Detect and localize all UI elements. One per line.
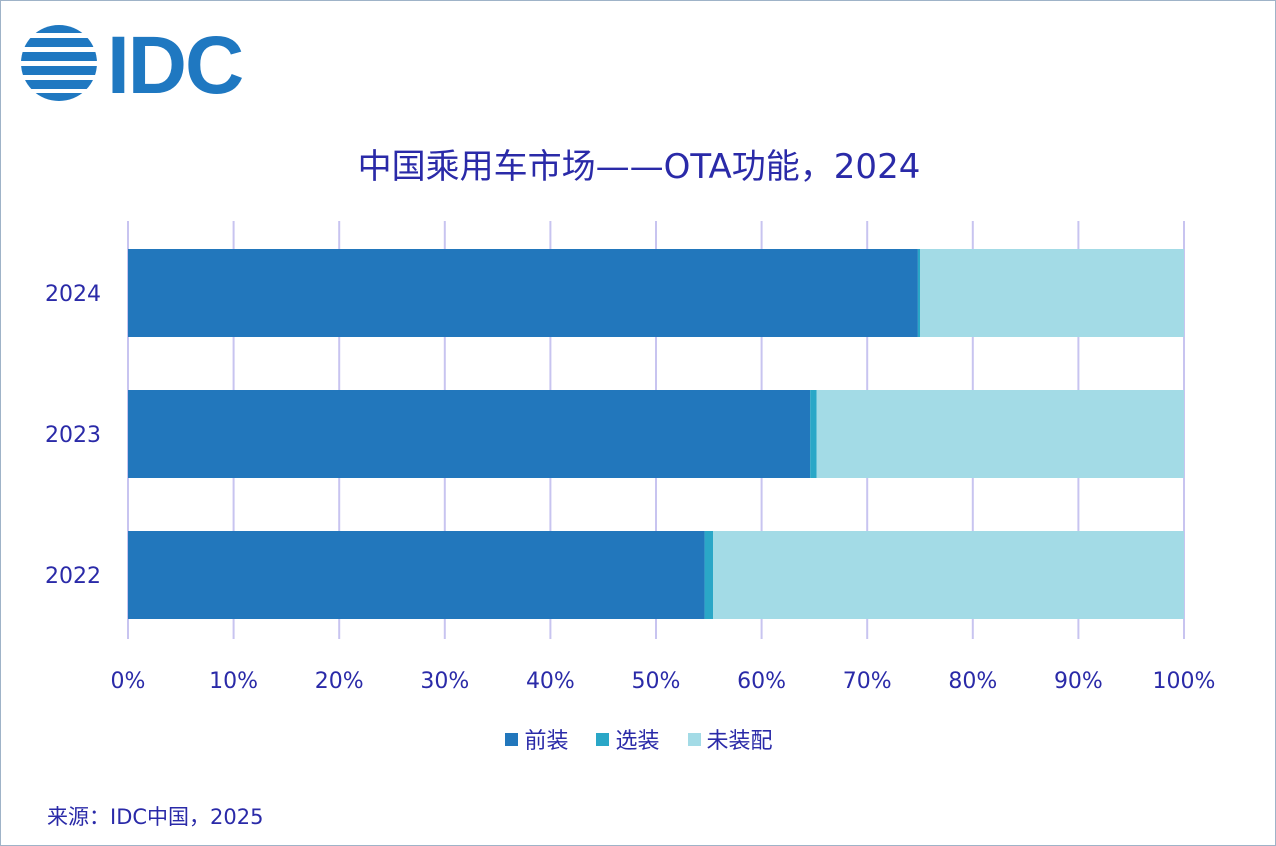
- x-tick-label: 50%: [632, 669, 681, 694]
- x-tick-label: 80%: [948, 669, 997, 694]
- legend-label: 未装配: [706, 729, 773, 754]
- x-tick-label: 30%: [420, 669, 469, 694]
- x-tick-label: 10%: [209, 669, 258, 694]
- bar-segment: [713, 531, 1184, 619]
- bar-segment: [917, 249, 920, 337]
- bar-segment: [810, 390, 817, 478]
- y-tick-label: 2024: [45, 282, 101, 307]
- legend-label: 前装: [524, 729, 569, 754]
- bar-segment: [704, 531, 714, 619]
- x-tick-label: 0%: [111, 669, 146, 694]
- y-tick-label: 2022: [45, 564, 101, 589]
- legend-swatch: [505, 732, 519, 746]
- globe-icon: [21, 25, 97, 101]
- chart-title: 中国乘用车市场——OTA功能，2024: [357, 147, 921, 187]
- legend-item: 选装: [596, 723, 660, 755]
- idc-logo: IDC: [21, 23, 244, 103]
- x-tick-label: 70%: [843, 669, 892, 694]
- x-tick-label: 40%: [526, 669, 575, 694]
- legend-swatch: [687, 732, 701, 746]
- logo-text: IDC: [107, 23, 242, 103]
- chart-legend: 前装 选装 未装配: [1, 723, 1276, 755]
- x-tick-label: 90%: [1054, 669, 1103, 694]
- x-tick-label: 60%: [737, 669, 786, 694]
- source-note: 来源：IDC中国，2025: [47, 805, 264, 829]
- legend-item: 前装: [505, 723, 568, 755]
- x-tick-label: 20%: [315, 669, 364, 694]
- legend-swatch: [596, 732, 610, 746]
- y-tick-label: 2023: [45, 423, 101, 448]
- bar-segment: [128, 390, 811, 478]
- legend-label: 选装: [615, 729, 660, 754]
- legend-item: 未装配: [687, 723, 773, 755]
- bar-segment: [128, 249, 918, 337]
- bar-segment: [816, 390, 1184, 478]
- bar-segment: [128, 531, 705, 619]
- x-tick-label: 100%: [1153, 669, 1216, 694]
- chart-plot: 2024 2023 2022 0% 10% 20% 30% 40% 50% 60% 70% 80% 90…: [45, 221, 1216, 694]
- bar-segment: [920, 249, 1184, 337]
